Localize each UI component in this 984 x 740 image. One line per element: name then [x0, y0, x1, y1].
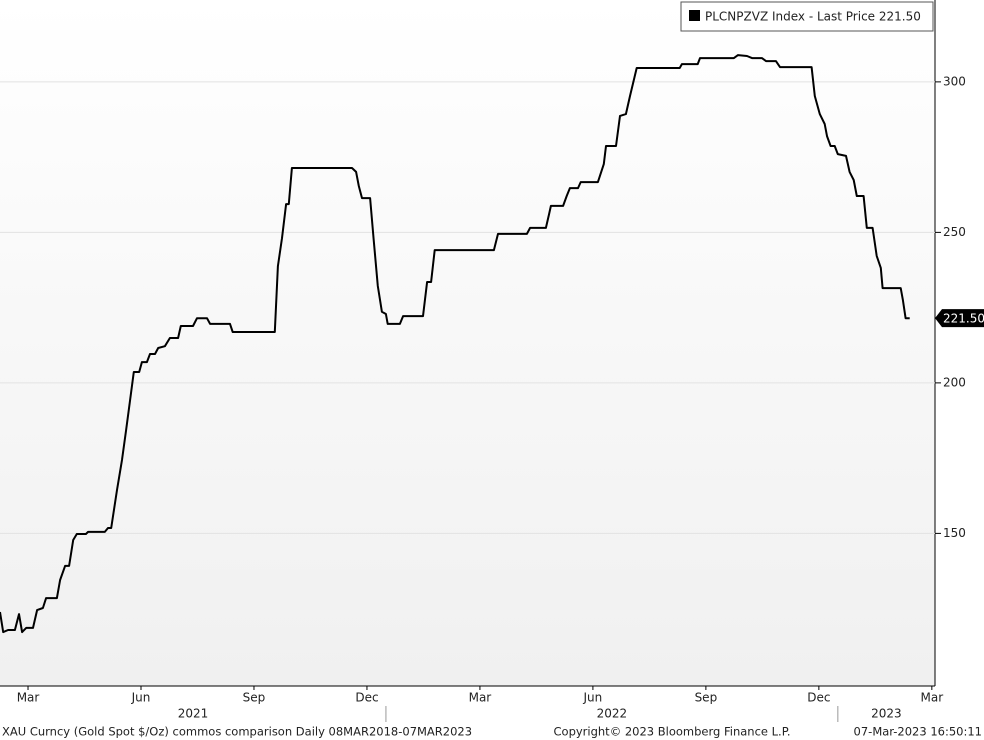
footer-right: 07-Mar-2023 16:50:11 [854, 725, 982, 739]
y-tick-label: 150 [943, 526, 966, 540]
year-label: 2023 [871, 707, 902, 721]
price-line [0, 54, 910, 634]
year-label: 2022 [597, 707, 628, 721]
x-tick-label: Jun [131, 691, 151, 705]
x-tick-label: Sep [695, 691, 718, 705]
footer-center: Copyright© 2023 Bloomberg Finance L.P. [554, 725, 791, 739]
x-tick-label: Mar [469, 691, 492, 705]
y-tick-label: 300 [943, 74, 966, 88]
y-tick-label: 250 [943, 225, 966, 239]
x-tick-label: Jun [583, 691, 603, 705]
x-tick-label: Sep [243, 691, 266, 705]
x-tick-label: Dec [355, 691, 378, 705]
last-price-tag [935, 309, 984, 328]
plot-area [0, 0, 935, 686]
footer-left: XAU Curncy (Gold Spot $/Oz) commos compa… [2, 725, 472, 739]
x-tick-label: Dec [807, 691, 830, 705]
year-label: 2021 [178, 707, 209, 721]
x-tick-label: Mar [17, 691, 40, 705]
x-tick-label: Mar [921, 691, 944, 705]
legend-swatch [689, 10, 700, 21]
y-tick-label: 200 [943, 375, 966, 389]
legend-box [680, 1, 934, 32]
last-price-label: 221.50 [943, 312, 984, 326]
legend: PLCNPZVZ Index - Last Price 221.50 [680, 1, 934, 32]
legend-label: PLCNPZVZ Index - Last Price 221.50 [705, 10, 921, 24]
